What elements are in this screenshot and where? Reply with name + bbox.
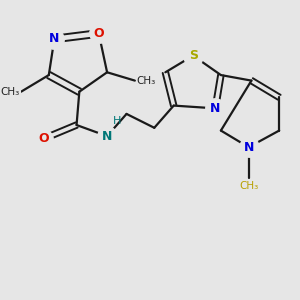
Text: CH₃: CH₃ (136, 76, 155, 85)
Text: N: N (210, 102, 220, 115)
Text: O: O (94, 27, 104, 40)
Text: N: N (49, 32, 59, 46)
Text: H: H (112, 116, 121, 126)
Text: S: S (189, 49, 198, 62)
Text: CH₃: CH₃ (239, 181, 258, 190)
Text: N: N (102, 130, 112, 142)
Text: CH₃: CH₃ (0, 87, 20, 97)
Text: O: O (38, 132, 49, 146)
Text: N: N (244, 141, 254, 154)
